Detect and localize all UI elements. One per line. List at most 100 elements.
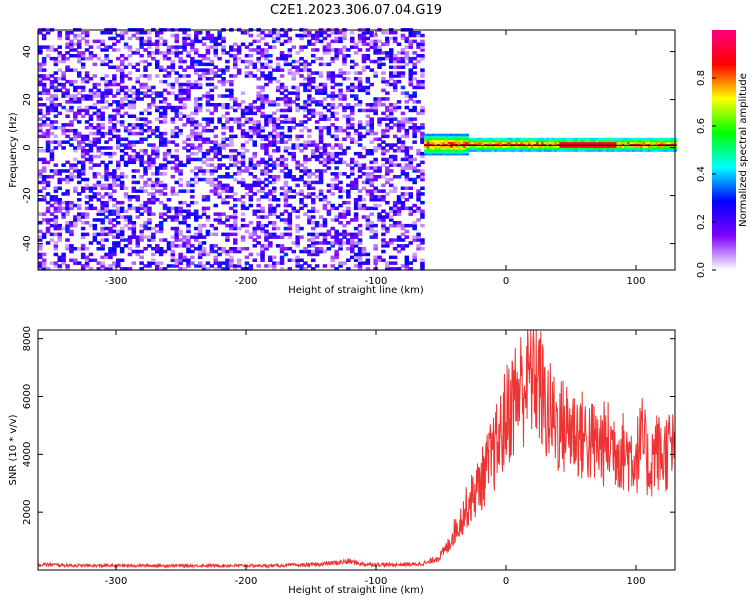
heatmap-cell <box>509 145 514 148</box>
heatmap-cell <box>69 232 74 237</box>
heatmap-cell <box>268 103 273 107</box>
heatmap-cell <box>385 123 390 127</box>
heatmap-cell <box>41 235 47 239</box>
heatmap-cell <box>65 229 70 234</box>
heatmap-cell <box>392 221 398 225</box>
heatmap-cell <box>299 105 304 110</box>
heatmap-cell <box>112 209 117 213</box>
heatmap-cell <box>77 180 82 185</box>
heatmap-cell <box>236 68 242 72</box>
heatmap-cell <box>143 91 148 95</box>
heatmap-cell <box>322 203 328 208</box>
heatmap-cell <box>155 172 160 176</box>
heatmap-cell <box>525 137 529 141</box>
heatmap-cell <box>127 131 133 136</box>
heatmap-cell <box>559 139 563 143</box>
heatmap-cell <box>45 149 51 153</box>
heatmap-cell <box>357 229 363 234</box>
heatmap-cell <box>408 94 413 98</box>
heatmap-cell <box>201 252 207 257</box>
heatmap-cell <box>577 139 581 143</box>
heatmap-cell <box>412 108 417 113</box>
heatmap-cell <box>131 97 137 101</box>
heatmap-cell <box>353 140 359 144</box>
heatmap-cell <box>365 77 371 81</box>
heatmap-cell <box>476 137 480 141</box>
heatmap-cell <box>275 97 281 101</box>
heatmap-cell <box>49 120 55 124</box>
heatmap-cell <box>346 123 351 127</box>
heatmap-cell <box>268 33 273 38</box>
heatmap-cell <box>658 147 662 150</box>
heatmap-cell <box>151 85 156 90</box>
heatmap-cell <box>502 147 506 150</box>
heatmap-cell <box>155 48 160 52</box>
heatmap-cell <box>233 108 238 113</box>
heatmap-cell <box>178 172 183 176</box>
heatmap-cell <box>577 147 581 150</box>
heatmap-cell <box>166 51 172 55</box>
heatmap-cell <box>236 105 242 110</box>
heatmap-cell <box>252 229 257 234</box>
heatmap-cell <box>342 128 347 133</box>
heatmap-cell <box>135 31 140 35</box>
heatmap-cell <box>112 261 117 265</box>
heatmap-cell <box>279 192 285 196</box>
heatmap-cell <box>61 54 66 58</box>
heatmap-cell <box>100 151 105 156</box>
heatmap-cell <box>225 258 230 262</box>
heatmap-cell <box>452 143 456 146</box>
heatmap-cell <box>88 206 94 211</box>
heatmap-cell <box>139 149 144 153</box>
heatmap-cell <box>287 54 293 58</box>
heatmap-cell <box>244 108 250 113</box>
heatmap-cell <box>392 212 398 216</box>
heatmap-cell <box>600 145 605 148</box>
heatmap-cell <box>209 71 215 75</box>
heatmap-cell <box>478 137 482 141</box>
heatmap-cell <box>77 56 82 61</box>
heatmap-cell <box>473 139 477 143</box>
heatmap-cell <box>225 195 230 199</box>
heatmap-cell <box>69 137 74 141</box>
heatmap-cell <box>209 157 215 162</box>
heatmap-cell <box>57 255 62 260</box>
heatmap-cell <box>546 149 550 152</box>
heatmap-cell <box>408 71 413 75</box>
heatmap-cell <box>41 82 47 87</box>
heatmap-cell <box>248 120 254 124</box>
heatmap-cell <box>53 163 59 167</box>
heatmap-cell <box>322 48 328 52</box>
heatmap-cell <box>41 157 47 162</box>
heatmap-cell <box>404 120 410 124</box>
heatmap-cell <box>412 255 417 260</box>
heatmap-cell <box>84 215 90 219</box>
heatmap-cell <box>155 128 160 133</box>
heatmap-cell <box>264 62 269 67</box>
heatmap-cell <box>256 235 261 239</box>
heatmap-cell <box>158 91 164 95</box>
heatmap-cell <box>104 79 109 84</box>
heatmap-cell <box>69 120 74 124</box>
heatmap-cell <box>131 140 137 144</box>
heatmap-cell <box>53 172 59 176</box>
heatmap-cell <box>357 223 363 228</box>
heatmap-cell <box>123 195 129 199</box>
heatmap-cell <box>119 79 125 84</box>
heatmap-cell <box>268 157 273 162</box>
heatmap-cell <box>400 238 406 242</box>
heatmap-cell <box>221 198 226 202</box>
heatmap-cell <box>389 154 394 159</box>
colorbar-tick-label: 0.6 <box>696 118 707 134</box>
heatmap-cell <box>256 48 261 52</box>
heatmap-cell <box>357 258 363 262</box>
heatmap-cell <box>252 65 257 69</box>
heatmap-cell <box>197 229 203 234</box>
heatmap-cell <box>330 59 335 64</box>
heatmap-cell <box>275 244 281 248</box>
heatmap-cell <box>80 244 86 248</box>
heatmap-cell <box>365 226 371 231</box>
heatmap-cell <box>373 255 378 260</box>
heatmap-cell <box>49 198 55 202</box>
heatmap-cell <box>244 59 250 64</box>
